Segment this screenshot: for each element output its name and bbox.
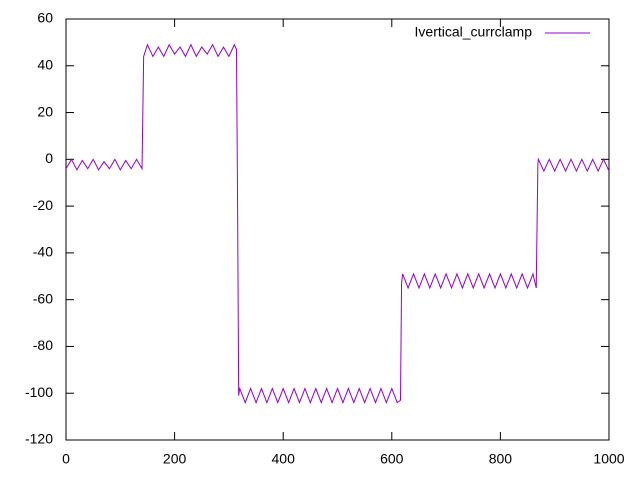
- x-tick-label: 400: [272, 451, 296, 467]
- y-tick-label: -20: [33, 197, 53, 213]
- y-tick-label: -40: [33, 244, 53, 260]
- y-tick-label: -100: [25, 384, 53, 400]
- y-tick-label: -60: [33, 290, 53, 306]
- x-tick-label: 200: [163, 451, 187, 467]
- x-tick-label: 1000: [593, 451, 624, 467]
- y-tick-label: -80: [33, 337, 53, 353]
- y-tick-label: 20: [37, 103, 53, 119]
- x-tick-label: 600: [380, 451, 404, 467]
- y-tick-label: -120: [25, 431, 53, 447]
- y-tick-label: 60: [37, 10, 53, 26]
- x-tick-label: 800: [489, 451, 513, 467]
- plot-border: [65, 18, 610, 441]
- y-tick-label: 40: [37, 56, 53, 72]
- legend-label: Ivertical_currclamp: [415, 24, 533, 40]
- series-line: [65, 43, 610, 404]
- x-tick-label: 0: [62, 451, 70, 467]
- y-tick-label: 0: [45, 150, 53, 166]
